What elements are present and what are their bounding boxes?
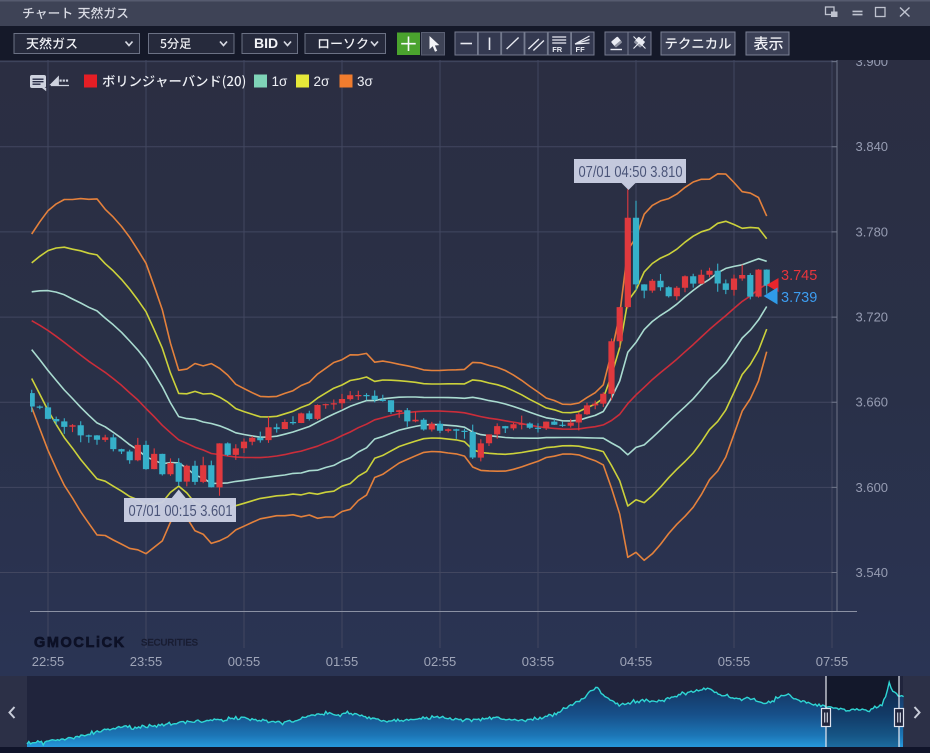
svg-text:FF: FF [576,45,586,54]
svg-text:01:55: 01:55 [326,654,359,669]
svg-text:00:55: 00:55 [228,654,261,669]
svg-text:FR: FR [552,45,563,54]
svg-text:3σ: 3σ [357,74,374,89]
svg-text:03:55: 03:55 [522,654,555,669]
svg-text:3.600: 3.600 [856,480,889,495]
svg-text:3.840: 3.840 [856,139,889,154]
svg-text:07/01 04:50 3.810: 07/01 04:50 3.810 [579,164,683,181]
svg-text:3.739: 3.739 [781,290,817,306]
svg-text:2σ: 2σ [314,74,331,89]
svg-text:3.780: 3.780 [856,224,889,239]
svg-text:22:55: 22:55 [32,654,65,669]
svg-text:05:55: 05:55 [718,654,751,669]
svg-text:BID: BID [254,35,278,51]
svg-text:04:55: 04:55 [620,654,653,669]
svg-text:3.720: 3.720 [856,310,889,325]
svg-text:1σ: 1σ [272,74,289,89]
svg-text:23:55: 23:55 [130,654,163,669]
svg-text:GMOCLiCK: GMOCLiCK [34,635,126,651]
svg-text:07:55: 07:55 [816,654,849,669]
svg-text:3.660: 3.660 [856,395,889,410]
svg-text:07/01 00:15 3.601: 07/01 00:15 3.601 [129,503,233,520]
svg-text:3.540: 3.540 [856,565,889,580]
svg-text:02:55: 02:55 [424,654,457,669]
svg-text:SECURITIES: SECURITIES [141,638,198,649]
svg-text:3.745: 3.745 [781,268,817,284]
